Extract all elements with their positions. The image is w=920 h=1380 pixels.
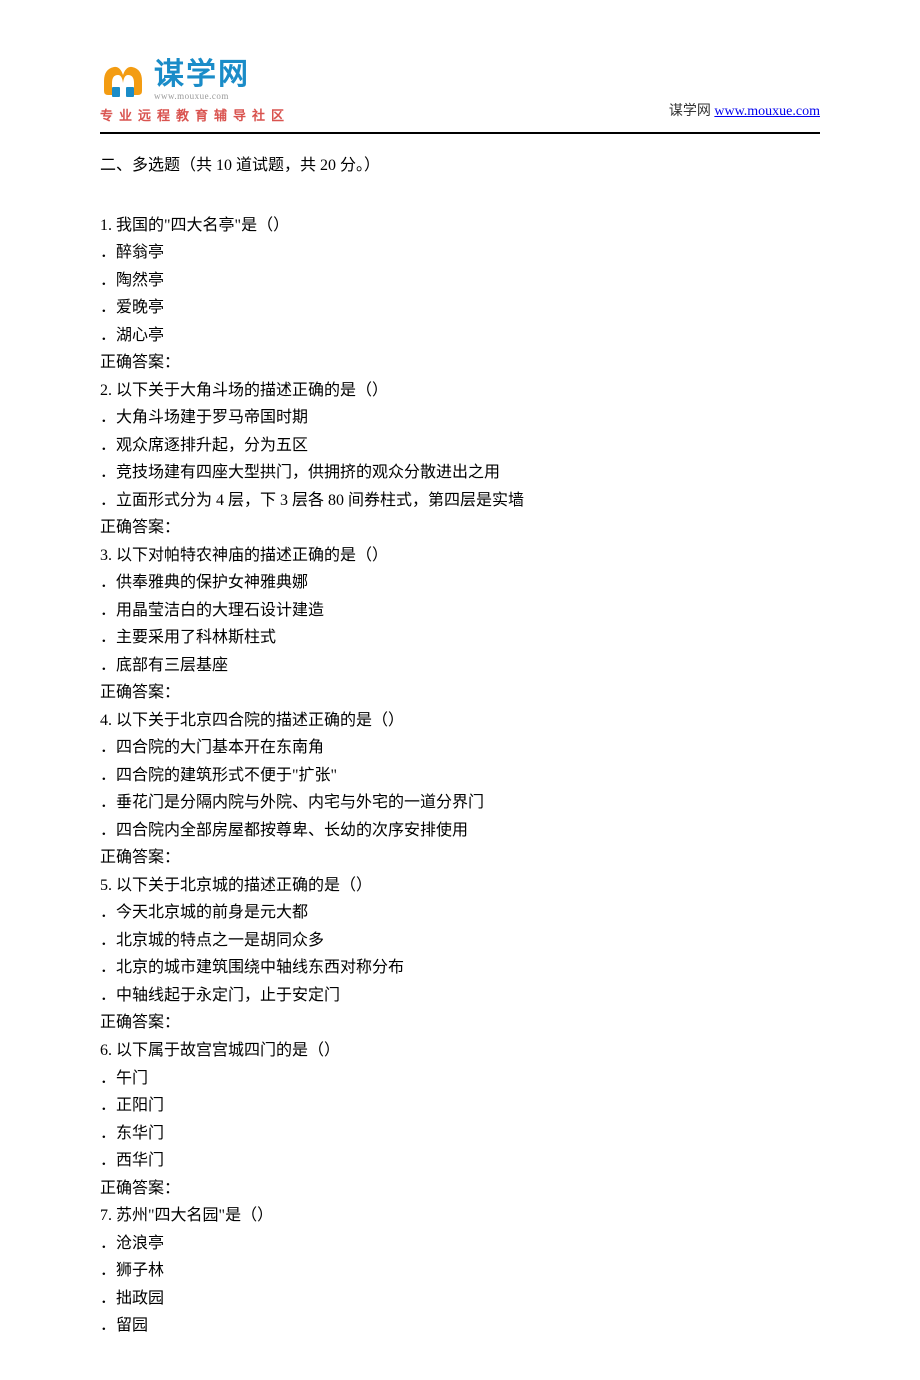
answer-label: 正确答案：: [100, 349, 820, 377]
logo-tagline: 专业远程教育辅导社区: [100, 105, 290, 124]
question-stem: 5. 以下关于北京城的描述正确的是（）: [100, 872, 820, 900]
question-stem: 4. 以下关于北京四合院的描述正确的是（）: [100, 707, 820, 735]
question-stem: 6. 以下属于故宫宫城四门的是（）: [100, 1037, 820, 1065]
question-option: ．垂花门是分隔内院与外院、内宅与外宅的一道分界门: [100, 789, 820, 817]
answer-label: 正确答案：: [100, 679, 820, 707]
question-option: ．观众席逐排升起，分为五区: [100, 432, 820, 460]
header-right-text: 谋学网 www.mouxue.com: [669, 100, 820, 124]
logo-brand-name: 谋学网: [154, 60, 250, 90]
spacer: [100, 196, 820, 212]
question-option: ．北京的城市建筑围绕中轴线东西对称分布: [100, 954, 820, 982]
content-body: 二、多选题（共 10 道试题，共 20 分。） 1. 我国的"四大名亭"是（）．…: [100, 152, 820, 1340]
question-stem: 3. 以下对帕特农神庙的描述正确的是（）: [100, 542, 820, 570]
question-option: ．醉翁亭: [100, 239, 820, 267]
logo-small-url: www.mouxue.com: [154, 92, 250, 101]
answer-label: 正确答案：: [100, 514, 820, 542]
question-option: ．竞技场建有四座大型拱门，供拥挤的观众分散进出之用: [100, 459, 820, 487]
question-stem: 7. 苏州"四大名园"是（）: [100, 1202, 820, 1230]
question-option: ．四合院的建筑形式不便于"扩张": [100, 762, 820, 790]
question-stem: 2. 以下关于大角斗场的描述正确的是（）: [100, 377, 820, 405]
logo-icon: [100, 61, 146, 101]
document-page: 谋学网 www.mouxue.com 专业远程教育辅导社区 谋学网 www.mo…: [0, 0, 920, 1380]
header-divider: [100, 132, 820, 134]
page-header: 谋学网 www.mouxue.com 专业远程教育辅导社区 谋学网 www.mo…: [100, 60, 820, 124]
question-block: 7. 苏州"四大名园"是（）．沧浪亭．狮子林．拙政园．留园: [100, 1202, 820, 1340]
answer-label: 正确答案：: [100, 1009, 820, 1037]
question-block: 6. 以下属于故宫宫城四门的是（）．午门．正阳门．东华门．西华门正确答案：: [100, 1037, 820, 1202]
question-block: 5. 以下关于北京城的描述正确的是（）．今天北京城的前身是元大都．北京城的特点之…: [100, 872, 820, 1037]
header-site-label: 谋学网: [669, 104, 715, 119]
question-option: ．北京城的特点之一是胡同众多: [100, 927, 820, 955]
question-option: ．四合院的大门基本开在东南角: [100, 734, 820, 762]
question-option: ．狮子林: [100, 1257, 820, 1285]
question-option: ．爱晚亭: [100, 294, 820, 322]
question-option: ．留园: [100, 1312, 820, 1340]
question-option: ．供奉雅典的保护女神雅典娜: [100, 569, 820, 597]
question-block: 4. 以下关于北京四合院的描述正确的是（）．四合院的大门基本开在东南角．四合院的…: [100, 707, 820, 872]
question-option: ．大角斗场建于罗马帝国时期: [100, 404, 820, 432]
question-option: ．正阳门: [100, 1092, 820, 1120]
question-option: ．中轴线起于永定门，止于安定门: [100, 982, 820, 1010]
question-option: ．午门: [100, 1065, 820, 1093]
question-block: 2. 以下关于大角斗场的描述正确的是（）．大角斗场建于罗马帝国时期．观众席逐排升…: [100, 377, 820, 542]
answer-label: 正确答案：: [100, 1175, 820, 1203]
question-option: ．西华门: [100, 1147, 820, 1175]
question-option: ．今天北京城的前身是元大都: [100, 899, 820, 927]
question-option: ．用晶莹洁白的大理石设计建造: [100, 597, 820, 625]
answer-label: 正确答案：: [100, 844, 820, 872]
question-stem: 1. 我国的"四大名亭"是（）: [100, 212, 820, 240]
questions-container: 1. 我国的"四大名亭"是（）．醉翁亭．陶然亭．爱晚亭．湖心亭正确答案：2. 以…: [100, 212, 820, 1340]
question-option: ．主要采用了科林斯柱式: [100, 624, 820, 652]
section-title: 二、多选题（共 10 道试题，共 20 分。）: [100, 152, 820, 180]
question-option: ．湖心亭: [100, 322, 820, 350]
header-site-link[interactable]: www.mouxue.com: [714, 104, 820, 119]
question-option: ．立面形式分为 4 层，下 3 层各 80 间券柱式，第四层是实墙: [100, 487, 820, 515]
question-block: 3. 以下对帕特农神庙的描述正确的是（）．供奉雅典的保护女神雅典娜．用晶莹洁白的…: [100, 542, 820, 707]
question-option: ．沧浪亭: [100, 1230, 820, 1258]
logo-top-row: 谋学网 www.mouxue.com: [100, 60, 290, 101]
question-option: ．陶然亭: [100, 267, 820, 295]
logo-block: 谋学网 www.mouxue.com 专业远程教育辅导社区: [100, 60, 290, 124]
question-block: 1. 我国的"四大名亭"是（）．醉翁亭．陶然亭．爱晚亭．湖心亭正确答案：: [100, 212, 820, 377]
question-option: ．底部有三层基座: [100, 652, 820, 680]
question-option: ．东华门: [100, 1120, 820, 1148]
question-option: ．四合院内全部房屋都按尊卑、长幼的次序安排使用: [100, 817, 820, 845]
question-option: ．拙政园: [100, 1285, 820, 1313]
logo-text-block: 谋学网 www.mouxue.com: [154, 60, 250, 101]
